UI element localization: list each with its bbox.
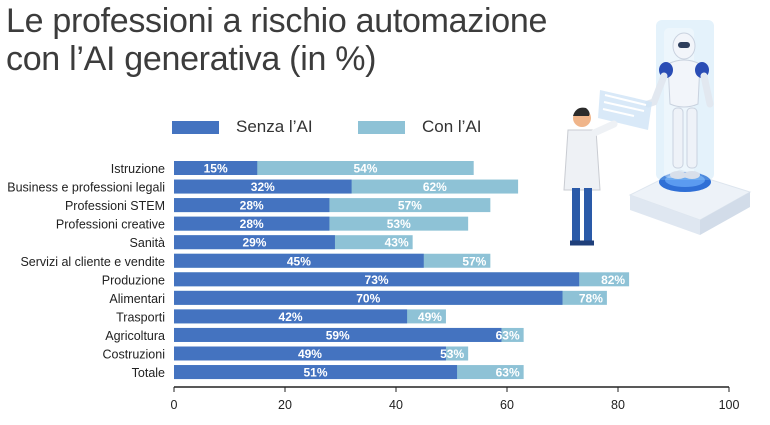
bar-senza-sanit	[174, 235, 335, 250]
data-label-senza: 15%	[204, 162, 228, 176]
category-label: Trasporti	[116, 310, 165, 324]
data-label-senza: 29%	[242, 236, 266, 250]
data-label-con: 78%	[579, 291, 603, 305]
category-label: Costruzioni	[102, 348, 165, 362]
category-label: Alimentari	[109, 292, 165, 306]
x-tick-label: 40	[389, 398, 403, 412]
data-label-senza: 28%	[240, 217, 264, 231]
robot-figure	[628, 20, 752, 235]
bar-senza-professioni-creative	[174, 216, 330, 231]
data-label-senza: 73%	[365, 273, 389, 287]
robot-and-scientist-illustration	[563, 20, 752, 246]
scientist-figure	[563, 90, 652, 246]
data-label-con: 43%	[385, 236, 409, 250]
category-label: Professioni STEM	[65, 199, 165, 213]
data-label-senza: 51%	[304, 366, 328, 380]
bar-senza-totale	[174, 365, 458, 380]
chart-title: Le professioni a rischio automazione con…	[6, 2, 547, 78]
x-tick-label: 20	[278, 398, 292, 412]
x-tick-label: 0	[171, 398, 178, 412]
data-label-senza: 70%	[356, 291, 380, 305]
data-label-con: 54%	[353, 162, 377, 176]
category-label: Istruzione	[111, 162, 165, 176]
legend-label-con: Con l’AI	[422, 117, 482, 136]
legend-swatch-con	[358, 121, 405, 134]
data-label-senza: 45%	[287, 254, 311, 268]
category-label: Servizi al cliente e vendite	[20, 255, 165, 269]
x-tick-label: 80	[611, 398, 625, 412]
data-label-con: 62%	[423, 180, 447, 194]
x-tick-label: 60	[500, 398, 514, 412]
bar-senza-istruzione	[174, 161, 258, 175]
data-label-con: 57%	[462, 254, 486, 268]
category-label: Sanità	[130, 236, 165, 250]
data-label-con: 82%	[601, 273, 625, 287]
bar-senza-alimentari	[174, 290, 563, 305]
bar-senza-business-e-professioni-legali	[174, 179, 352, 194]
category-label: Totale	[132, 366, 165, 380]
data-label-con: 63%	[496, 328, 520, 342]
category-label: Produzione	[102, 273, 165, 287]
category-label: Agricoltura	[105, 329, 165, 343]
data-label-con: 57%	[398, 199, 422, 213]
category-label: Professioni creative	[56, 218, 165, 232]
title-line-1: Le professioni a rischio automazione	[6, 2, 548, 40]
legend-swatch-senza	[172, 121, 219, 134]
bar-senza-servizi-al-cliente-e-vendite	[174, 253, 424, 268]
x-tick-label: 100	[719, 398, 740, 412]
bar-senza-costruzioni	[174, 346, 446, 361]
title-line-2: con l’AI generativa (in %)	[6, 40, 377, 78]
data-label-con: 53%	[440, 347, 464, 361]
data-label-senza: 32%	[251, 180, 275, 194]
data-label-senza: 28%	[240, 199, 264, 213]
data-label-con: 63%	[496, 366, 520, 380]
bar-senza-agricoltura	[174, 327, 502, 342]
data-label-senza: 49%	[298, 347, 322, 361]
bar-senza-produzione	[174, 272, 580, 287]
data-label-con: 53%	[387, 217, 411, 231]
bar-senza-professioni-stem	[174, 198, 330, 213]
data-label-senza: 59%	[326, 328, 350, 342]
category-label: Business e professioni legali	[7, 181, 165, 195]
data-label-senza: 42%	[279, 310, 303, 324]
bar-senza-trasporti	[174, 309, 408, 324]
data-label-con: 49%	[418, 310, 442, 324]
legend-label-senza: Senza l’AI	[236, 117, 313, 136]
